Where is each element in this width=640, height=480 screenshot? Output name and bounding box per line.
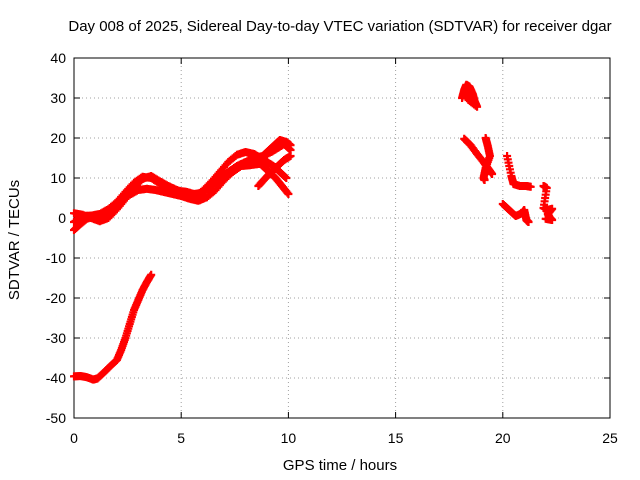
x-tick-label: 0 (70, 430, 78, 446)
data-point (488, 170, 497, 178)
y-tick-label: 20 (50, 130, 66, 146)
y-tick-label: -40 (46, 370, 66, 386)
series-track-cross-down (245, 150, 293, 198)
y-tick-label: 30 (50, 90, 66, 106)
data-point (286, 152, 295, 160)
data-point (524, 218, 533, 226)
x-axis: 0 5 10 15 20 25 (70, 58, 618, 446)
data-point (541, 214, 550, 223)
y-tick-label: 40 (50, 50, 66, 66)
y-axis: 40 30 20 10 0 -10 -20 -30 -40 -50 (46, 50, 610, 426)
x-axis-label: GPS time / hours (283, 457, 397, 474)
series-track-late-upper (503, 152, 535, 191)
y-tick-label: -10 (46, 250, 66, 266)
series-track-low-start (70, 270, 156, 384)
x-tick-label: 5 (177, 430, 185, 446)
y-axis-label: SDTVAR / TECUs (6, 180, 23, 300)
data-point (286, 141, 295, 150)
data-point (284, 190, 293, 198)
data-points (70, 80, 557, 384)
y-tick-label: 10 (50, 170, 66, 186)
chart-title: Day 008 of 2025, Sidereal Day-to-day VTE… (68, 18, 611, 35)
x-tick-label: 20 (495, 430, 511, 446)
y-tick-label: -20 (46, 290, 66, 306)
data-point (480, 176, 489, 184)
data-point (282, 174, 291, 182)
x-tick-label: 10 (281, 430, 297, 446)
x-tick-label: 15 (388, 430, 404, 446)
y-tick-label: 0 (58, 210, 66, 226)
data-point (147, 270, 156, 279)
series-track-cross-up (254, 152, 295, 190)
series-track-evening-high (458, 80, 482, 111)
x-tick-label: 25 (602, 430, 618, 446)
data-point (526, 182, 535, 191)
data-point (462, 88, 471, 96)
series-track-late (498, 200, 533, 226)
plot-frame (73, 57, 611, 419)
grid (74, 58, 610, 418)
series-track-evening-drop (479, 134, 494, 184)
y-tick-label: -50 (46, 410, 66, 426)
y-tick-label: -30 (46, 330, 66, 346)
series-track-end (539, 182, 557, 224)
